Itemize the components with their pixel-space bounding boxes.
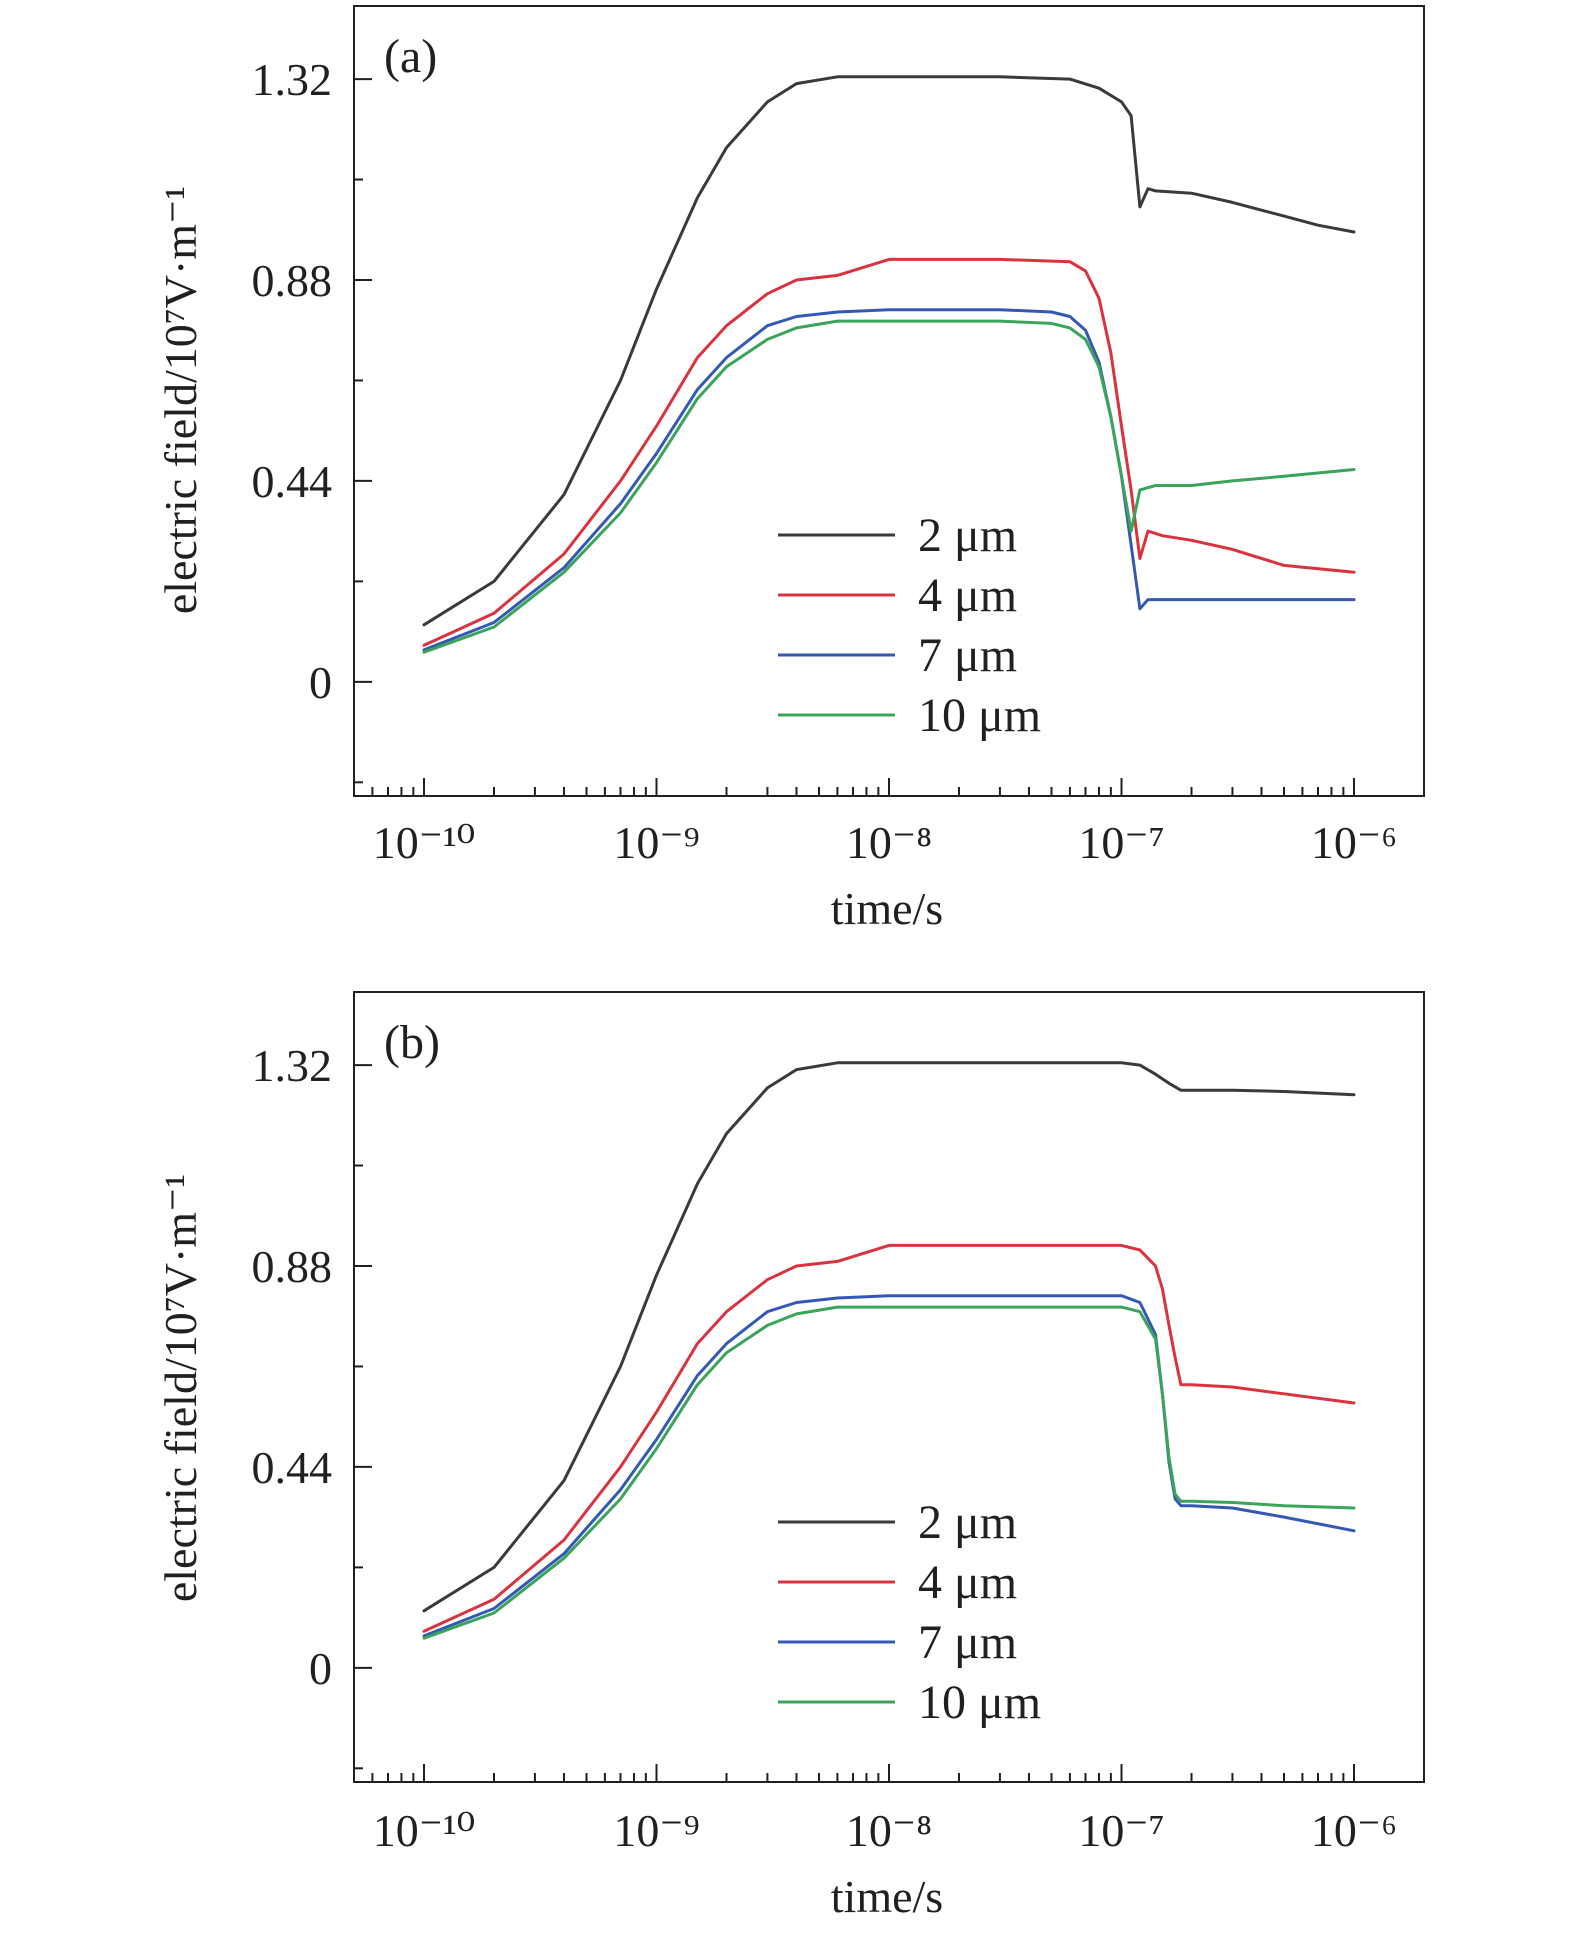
y-tick-label: 0.88 — [252, 255, 333, 306]
y-tick-label: 0 — [309, 657, 332, 708]
legend-label: 7 μm — [918, 629, 1017, 682]
series-line-10mum — [422, 1305, 1356, 1640]
y-axis: 0 0.44 0.88 1.32 electric field/10⁷V·m⁻¹ — [155, 54, 372, 784]
x-tick-label: 10⁻¹⁰ — [373, 817, 476, 868]
chart-panel-b: 10⁻¹⁰ 10⁻⁹ 10⁻⁸ 10⁻⁷ 10⁻⁶ time/s 0 0.44 0.88 1.32… — [155, 991, 1425, 1922]
y-axis: 0 0.44 0.88 1.32 electric field/10⁷V·m⁻¹ — [155, 1040, 372, 1770]
x-tick-label: 10⁻⁶ — [1311, 817, 1397, 868]
series-group — [422, 1061, 1356, 1640]
legend-label: 2 μm — [918, 1496, 1017, 1549]
x-tick-label: 10⁻⁶ — [1311, 1805, 1397, 1856]
x-axis: 10⁻¹⁰ 10⁻⁹ 10⁻⁸ 10⁻⁷ 10⁻⁶ time/s — [371, 778, 1425, 934]
legend-label: 4 μm — [918, 1556, 1017, 1609]
y-tick-label: 1.32 — [252, 54, 333, 105]
y-tick-label: 1.32 — [252, 1040, 333, 1091]
legend-label: 10 μm — [918, 689, 1041, 742]
plot-frame — [353, 991, 1425, 1783]
x-tick-label: 10⁻⁹ — [613, 1805, 699, 1856]
legend-label: 7 μm — [918, 1616, 1017, 1669]
x-tick-label: 10⁻⁸ — [846, 1805, 932, 1856]
x-tick-label: 10⁻⁷ — [1078, 817, 1164, 868]
chart-panel-a: 10⁻¹⁰ 10⁻⁹ 10⁻⁸ 10⁻⁷ 10⁻⁶ time/s 0 0.44 0.88 1.32… — [155, 5, 1425, 934]
x-tick-label: 10⁻⁷ — [1078, 1805, 1164, 1856]
legend: 2 μm 4 μm 7 μm 10 μm — [778, 509, 1041, 742]
x-axis-label: time/s — [831, 1871, 943, 1922]
y-tick-label: 0.44 — [252, 1442, 333, 1493]
legend-label: 4 μm — [918, 569, 1017, 622]
plot-frame — [353, 5, 1425, 797]
y-tick-label: 0.44 — [252, 456, 333, 507]
y-tick-label: 0 — [309, 1643, 332, 1694]
series-line-7mum — [422, 1294, 1356, 1638]
legend-label: 2 μm — [918, 509, 1017, 562]
x-axis: 10⁻¹⁰ 10⁻⁹ 10⁻⁸ 10⁻⁷ 10⁻⁶ time/s — [371, 1764, 1425, 1922]
x-axis-label: time/s — [831, 883, 943, 934]
y-axis-label: electric field/10⁷V·m⁻¹ — [155, 1174, 206, 1602]
legend-label: 10 μm — [918, 1676, 1041, 1729]
series-group — [422, 75, 1356, 654]
y-tick-label: 0.88 — [252, 1241, 333, 1292]
panel-label: (a) — [384, 30, 437, 83]
panel-label: (b) — [384, 1016, 440, 1069]
series-line-2mum — [422, 1061, 1356, 1613]
series-line-4mum — [422, 1243, 1356, 1633]
series-line-10mum — [422, 319, 1356, 654]
series-line-4mum — [422, 257, 1356, 647]
x-tick-label: 10⁻⁸ — [846, 817, 932, 868]
x-tick-label: 10⁻⁹ — [613, 817, 699, 868]
legend: 2 μm 4 μm 7 μm 10 μm — [778, 1496, 1041, 1729]
series-line-7mum — [422, 308, 1356, 652]
y-axis-label: electric field/10⁷V·m⁻¹ — [155, 186, 206, 614]
series-line-2mum — [422, 75, 1356, 627]
x-tick-label: 10⁻¹⁰ — [373, 1805, 476, 1856]
